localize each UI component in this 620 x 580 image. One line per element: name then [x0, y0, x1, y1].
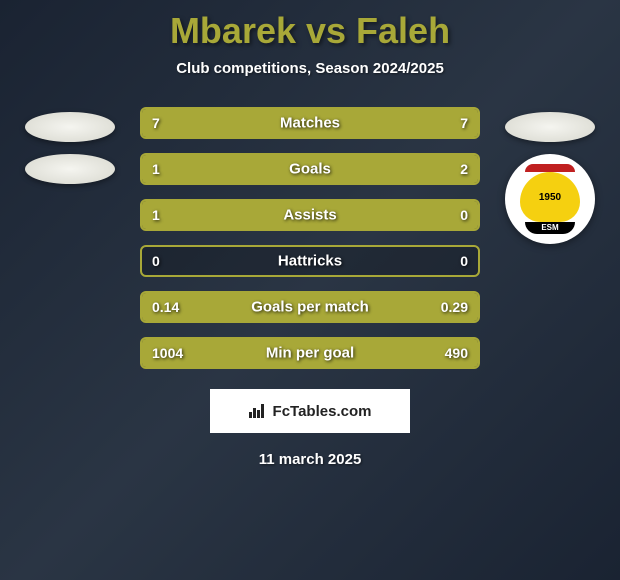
- stat-value-right: 2: [460, 161, 468, 177]
- comparison-content: 7 7 Matches 1 2 Goals 1 0 Assists 0 0 Hattricks 0.14…: [0, 107, 620, 369]
- stat-value-right: 0: [460, 207, 468, 223]
- stat-row: 1 2 Goals: [140, 153, 480, 185]
- stat-row: 1004 490 Min per goal: [140, 337, 480, 369]
- esm-badge-icon: 1950 ESM: [515, 164, 585, 234]
- left-logos: [20, 107, 120, 184]
- bar-fill-right: [253, 155, 478, 183]
- stat-value-left: 0.14: [152, 299, 179, 315]
- stat-row: 1 0 Assists: [140, 199, 480, 231]
- team-logo-right-2: 1950 ESM: [505, 154, 595, 244]
- team-logo-right-1: [505, 112, 595, 142]
- stat-label: Assists: [283, 207, 336, 224]
- stat-value-right: 7: [460, 115, 468, 131]
- stat-label: Goals: [289, 161, 331, 178]
- page-title: Mbarek vs Faleh: [170, 10, 450, 52]
- stat-row: 0.14 0.29 Goals per match: [140, 291, 480, 323]
- stat-value-left: 1: [152, 207, 160, 223]
- stat-value-left: 1004: [152, 345, 183, 361]
- stat-label: Min per goal: [266, 345, 354, 362]
- stat-label: Goals per match: [251, 299, 369, 316]
- date-text: 11 march 2025: [259, 451, 362, 468]
- stat-value-left: 0: [152, 253, 160, 269]
- team-logo-left-2: [25, 154, 115, 184]
- stat-label: Hattricks: [278, 253, 342, 270]
- team-logo-left-1: [25, 112, 115, 142]
- stat-value-left: 7: [152, 115, 160, 131]
- stat-label: Matches: [280, 115, 340, 132]
- branding-text: FcTables.com: [273, 403, 372, 420]
- stat-value-right: 0: [460, 253, 468, 269]
- stat-row: 7 7 Matches: [140, 107, 480, 139]
- stat-row: 0 0 Hattricks: [140, 245, 480, 277]
- stat-bars: 7 7 Matches 1 2 Goals 1 0 Assists 0 0 Hattricks 0.14…: [140, 107, 480, 369]
- subtitle: Club competitions, Season 2024/2025: [176, 60, 444, 77]
- stat-value-left: 1: [152, 161, 160, 177]
- stat-value-right: 490: [445, 345, 468, 361]
- chart-icon: [249, 404, 267, 418]
- right-logos: 1950 ESM: [500, 107, 600, 244]
- branding-box: FcTables.com: [210, 389, 410, 433]
- stat-value-right: 0.29: [441, 299, 468, 315]
